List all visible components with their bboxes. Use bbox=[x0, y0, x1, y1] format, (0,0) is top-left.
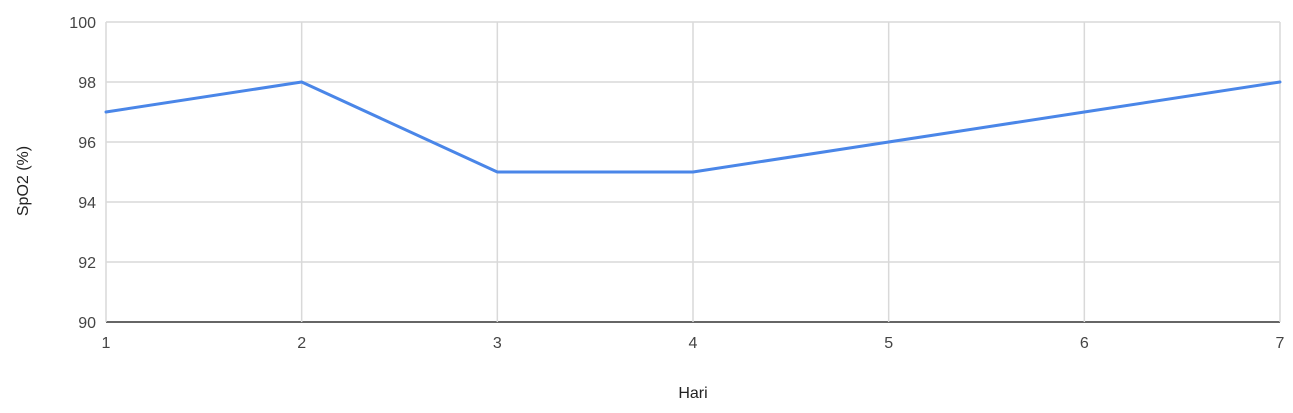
series-line bbox=[104, 80, 1282, 174]
x-tick-label: 4 bbox=[689, 335, 698, 352]
y-tick-label: 100 bbox=[69, 15, 96, 32]
y-axis-title: SpO2 (%) bbox=[15, 146, 32, 216]
x-tick-label: 7 bbox=[1276, 335, 1285, 352]
x-tick-label: 2 bbox=[297, 335, 306, 352]
x-tick-labels: 1 2 3 4 5 6 7 bbox=[102, 335, 1285, 352]
x-tick-label: 6 bbox=[1080, 335, 1089, 352]
x-axis-title: Hari bbox=[678, 385, 707, 402]
y-tick-label: 90 bbox=[78, 315, 96, 332]
y-tick-label: 96 bbox=[78, 135, 96, 152]
y-tick-label: 98 bbox=[78, 75, 96, 92]
series-layer bbox=[104, 80, 1282, 174]
y-tick-labels: 90 92 94 96 98 100 bbox=[69, 15, 96, 332]
y-tick-label: 92 bbox=[78, 255, 96, 272]
y-tick-label: 94 bbox=[78, 195, 96, 212]
x-tick-label: 5 bbox=[884, 335, 893, 352]
x-tick-label: 1 bbox=[102, 335, 111, 352]
x-tick-label: 3 bbox=[493, 335, 502, 352]
